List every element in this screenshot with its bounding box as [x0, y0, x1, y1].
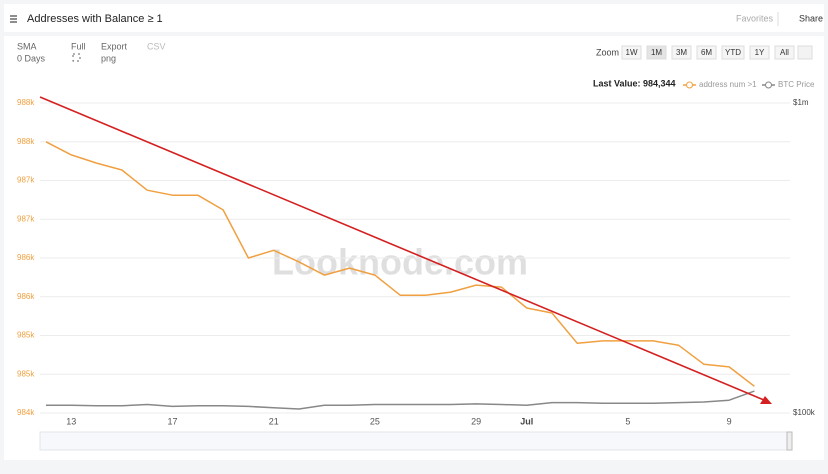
x-tick-label: 21 [269, 416, 279, 426]
y-tick-label: 987k [17, 176, 35, 185]
x-tick-label: 13 [66, 416, 76, 426]
menu-icon[interactable] [10, 15, 17, 23]
chart-card [4, 36, 824, 460]
x-tick-label: 29 [471, 416, 481, 426]
x-tick-label: 25 [370, 416, 380, 426]
zoom-label: Zoom [596, 47, 619, 57]
y-tick-label: 985k [17, 331, 35, 340]
zoom-button[interactable] [721, 45, 745, 60]
zoom-button-label[interactable]: 1M [651, 48, 662, 57]
x-tick-label: 9 [727, 416, 732, 426]
y-tick-label: 988k [17, 137, 35, 146]
zoom-button[interactable] [646, 45, 667, 60]
y-tick-label: 987k [17, 214, 35, 223]
x-tick-label: 5 [625, 416, 630, 426]
last-value: Last Value: 984,344 [593, 78, 676, 88]
zoom-button[interactable] [749, 45, 770, 60]
navigator-handle[interactable] [786, 431, 793, 451]
y-tick-label: 985k [17, 369, 35, 378]
y2-tick-label: $1m [793, 98, 809, 107]
zoom-button[interactable] [621, 45, 642, 60]
zoom-button[interactable] [671, 45, 692, 60]
zoom-button-label[interactable]: All [780, 48, 789, 57]
calendar-button[interactable] [797, 45, 813, 60]
legend-label[interactable]: address num >1 [699, 80, 757, 89]
sma-label: SMA [17, 41, 37, 51]
trend-arrow [39, 96, 765, 401]
zoom-button-label[interactable]: 3M [676, 48, 687, 57]
favorites[interactable]: Favorites [736, 13, 774, 23]
y2-tick-label: $100k [793, 408, 816, 417]
export-label: Export [101, 41, 128, 51]
legend-label[interactable]: BTC Price [778, 80, 815, 89]
zoom-button-label[interactable]: 1Y [755, 48, 765, 57]
x-tick-label: Jul [520, 416, 533, 426]
full-label: Full [71, 41, 86, 51]
y-tick-label: 984k [17, 408, 35, 417]
export-select[interactable]: png [101, 53, 116, 63]
sma-select[interactable]: 0 Days [17, 53, 46, 63]
full-icon[interactable] [72, 53, 81, 62]
y-tick-label: 988k [17, 98, 35, 107]
page-title: Addresses with Balance ≥ 1 [27, 13, 163, 25]
zoom-button-label[interactable]: 1W [626, 48, 638, 57]
navigator [39, 431, 793, 451]
share[interactable]: Share [799, 13, 823, 23]
header-bar [4, 4, 824, 32]
y-tick-label: 986k [17, 292, 35, 301]
series-line [46, 390, 755, 410]
series-line [45, 141, 755, 387]
zoom-button-label[interactable]: 6M [701, 48, 712, 57]
legend-marker [686, 81, 693, 89]
zoom-button[interactable] [696, 45, 717, 60]
zoom-button-label[interactable]: YTD [725, 48, 741, 57]
x-tick-label: 17 [167, 416, 177, 426]
legend-marker [765, 81, 772, 89]
csv-label[interactable]: CSV [147, 41, 166, 51]
zoom-button[interactable] [774, 45, 795, 60]
arrow-head [760, 396, 772, 404]
y-tick-label: 986k [17, 253, 35, 262]
